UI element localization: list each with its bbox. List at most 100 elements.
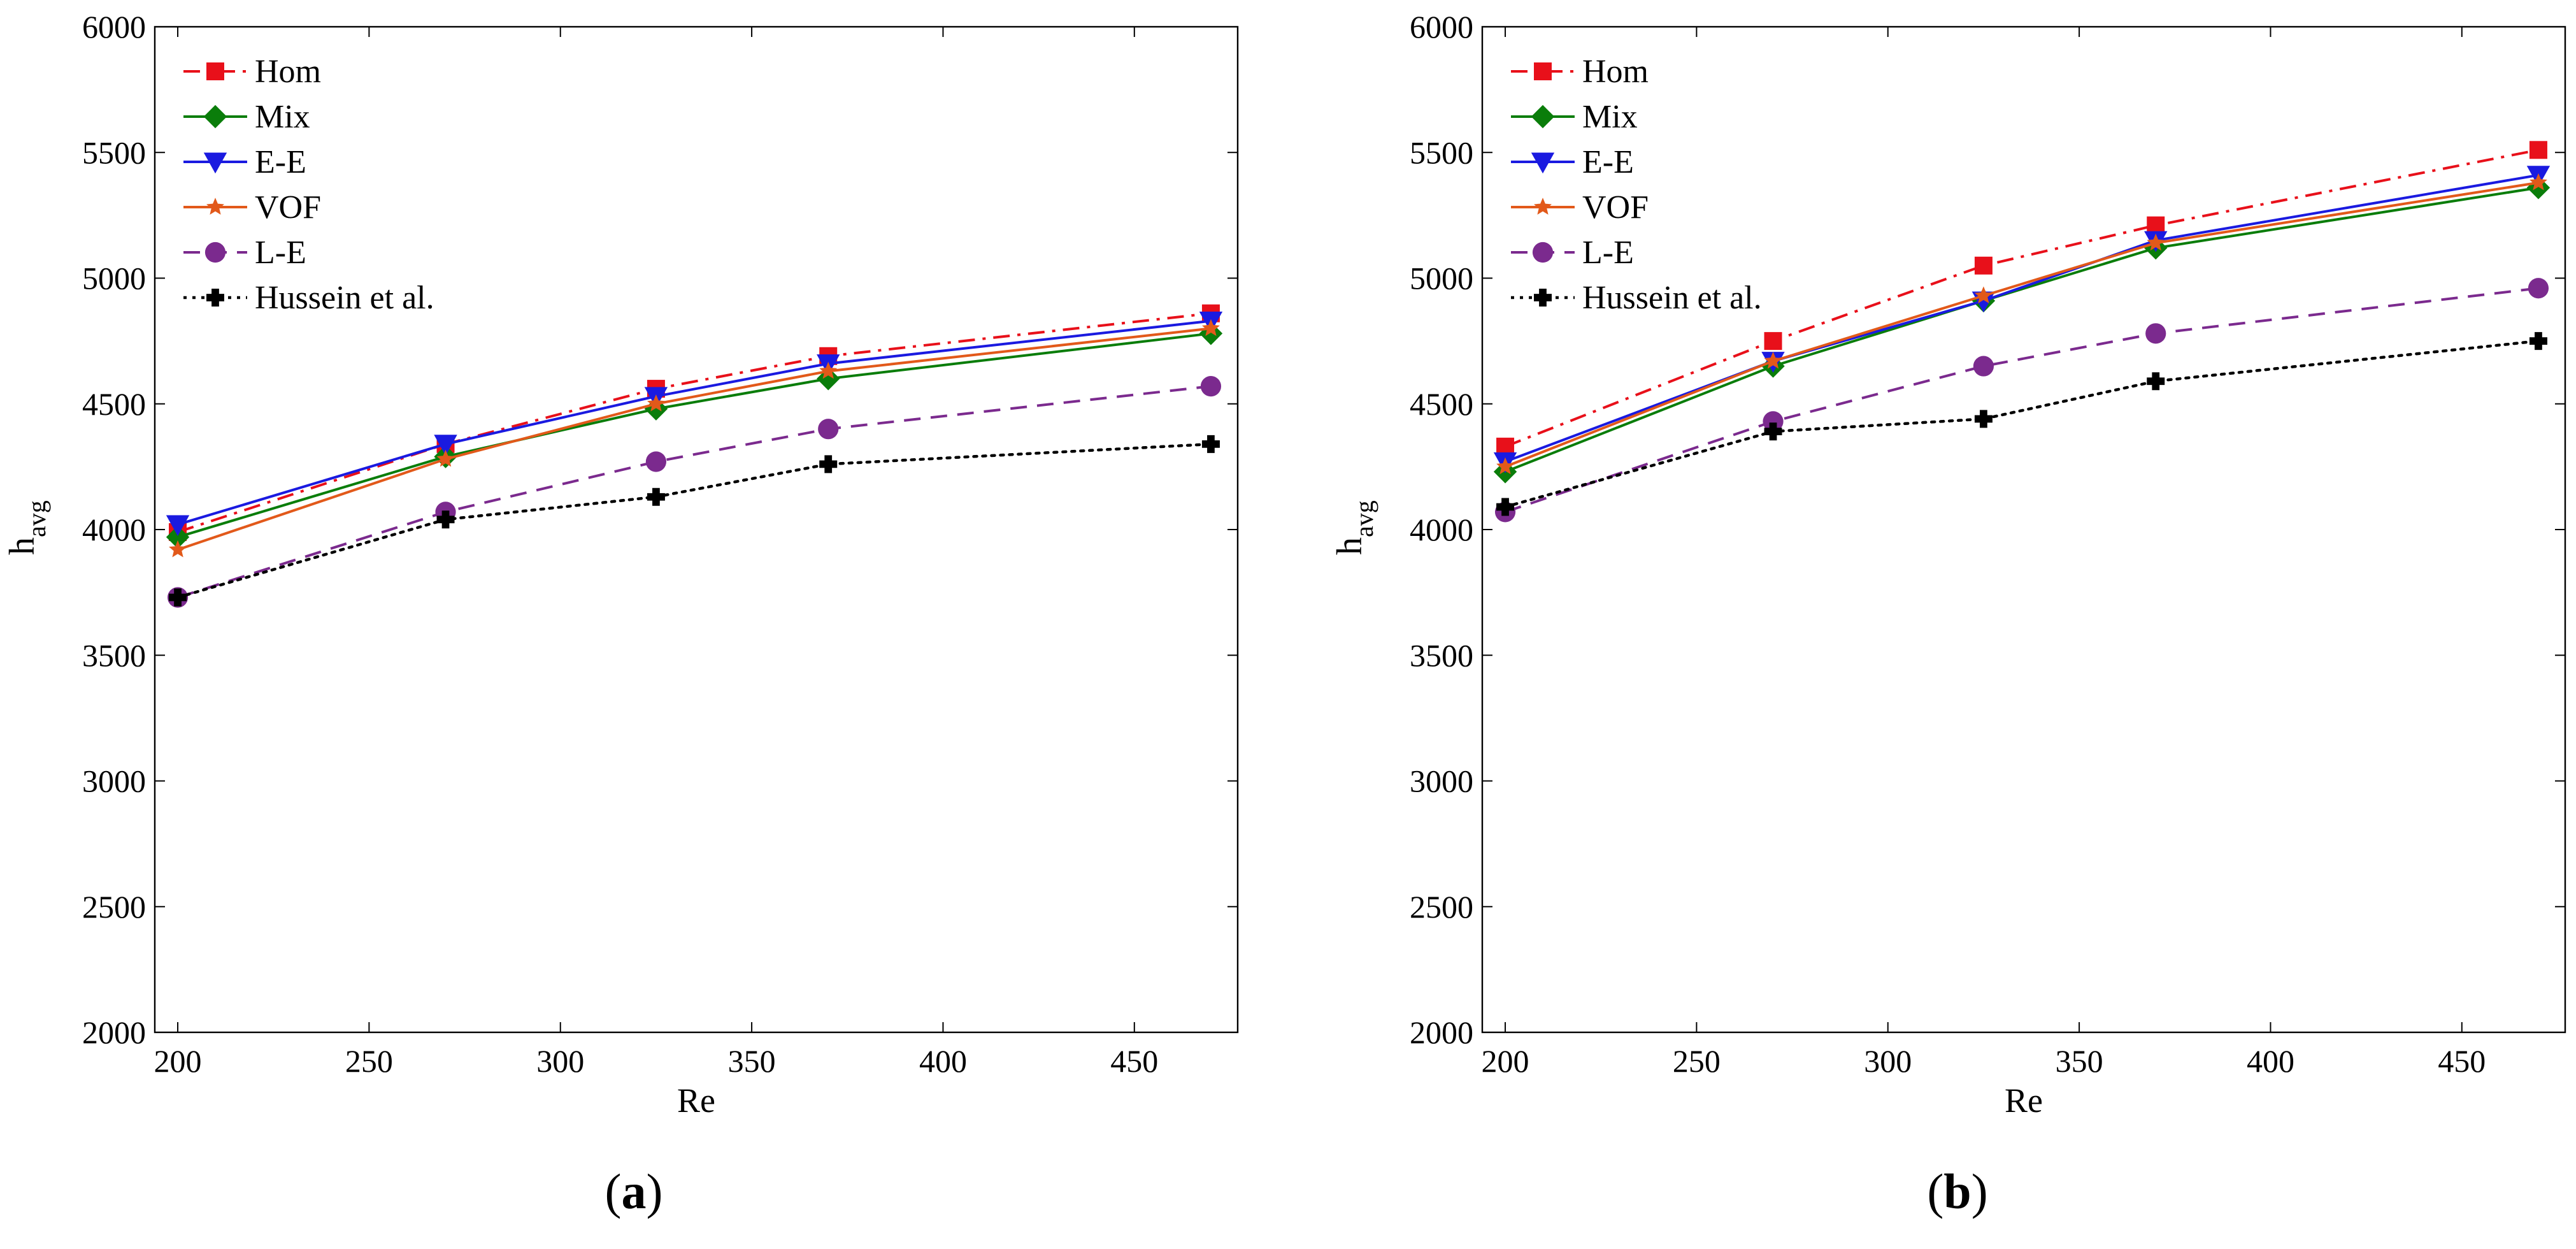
legend-marker-a-e-e xyxy=(203,152,227,174)
legend-marker-b-hom xyxy=(1534,62,1552,80)
y-tick-label-b-5000: 5000 xyxy=(1410,261,1473,296)
x-tick-label-a-250: 250 xyxy=(345,1043,393,1079)
y-axis-label-b: havg xyxy=(1330,500,1378,555)
data-point-b-vof-4 xyxy=(2529,173,2547,191)
y-axis-label-a: havg xyxy=(3,500,51,555)
data-point-b-l-e-1 xyxy=(1763,411,1784,432)
data-point-b-vof-3 xyxy=(2147,233,2165,251)
series-line-b-l-e xyxy=(1505,287,2539,514)
data-point-b-vof-0 xyxy=(1496,457,1514,475)
x-tick-label-b-250: 250 xyxy=(1673,1043,1721,1079)
y-tick-label-a-3500: 3500 xyxy=(82,637,146,673)
x-axis-label-b: Re xyxy=(2005,1081,2043,1120)
y-tick-label-b-3500: 3500 xyxy=(1410,637,1473,673)
y-tick-label-a-2000: 2000 xyxy=(82,1014,146,1050)
legend-label-b-hom: Hom xyxy=(1582,54,1649,90)
caption-a-letter: a xyxy=(621,1164,647,1219)
y-axis-label-main-b: h xyxy=(1330,537,1370,555)
legend-label-b-hussein-et-al: Hussein et al. xyxy=(1582,280,1762,316)
legend-marker-a-vof xyxy=(206,198,224,215)
data-point-b-hussein-et-al-4 xyxy=(2529,332,2547,350)
y-tick-label-a-5000: 5000 xyxy=(82,261,146,296)
data-point-a-hussein-et-al-3 xyxy=(819,455,838,473)
y-tick-label-b-2000: 2000 xyxy=(1410,1014,1473,1050)
data-point-a-vof-3 xyxy=(819,361,838,379)
y-tick-label-b-2500: 2500 xyxy=(1410,889,1473,925)
data-point-a-hussein-et-al-2 xyxy=(647,487,665,506)
x-tick-label-a-200: 200 xyxy=(154,1043,202,1079)
legend-marker-b-l-e xyxy=(1532,242,1554,263)
y-tick-label-b-3000: 3000 xyxy=(1410,763,1473,799)
data-point-b-vof-2 xyxy=(1974,286,1993,303)
legend-marker-a-hussein-et-al xyxy=(206,289,224,307)
data-point-a-mix-0 xyxy=(166,525,190,549)
y-tick-label-b-6000: 6000 xyxy=(1410,9,1473,45)
chart-panel-a: 200 250 300 350 400 450 2000 2500 3000 3500 4000 45… xyxy=(3,9,1239,1120)
legend-label-b-e-e: E-E xyxy=(1582,144,1634,180)
x-tick-label-b-300: 300 xyxy=(1864,1043,1912,1079)
legend-label-a-mix: Mix xyxy=(255,99,310,135)
x-tick-label-b-350: 350 xyxy=(2056,1043,2103,1079)
legend-label-b-mix: Mix xyxy=(1582,99,1638,135)
data-point-b-hom-4 xyxy=(2529,141,2547,159)
y-tick-label-a-3000: 3000 xyxy=(82,763,146,799)
y-tick-label-a-4500: 4500 xyxy=(82,386,146,422)
y-tick-label-b-5500: 5500 xyxy=(1410,134,1473,170)
data-point-a-l-e-3 xyxy=(818,419,839,440)
caption-a: (a) xyxy=(605,1164,663,1219)
legend-label-b-vof: VOF xyxy=(1582,189,1649,226)
data-point-a-hussein-et-al-0 xyxy=(169,588,187,607)
legend-marker-a-mix xyxy=(203,105,227,129)
legend-marker-b-vof xyxy=(1534,198,1552,215)
chart-panel-b: 200 250 300 350 400 450 2000 2500 3000 3500 4000 45… xyxy=(1330,9,2566,1120)
data-point-b-hussein-et-al-1 xyxy=(1764,422,1782,441)
data-point-a-hussein-et-al-4 xyxy=(1201,435,1220,453)
data-point-a-e-e-1 xyxy=(434,435,457,456)
y-tick-label-b-4500: 4500 xyxy=(1410,386,1473,422)
y-tick-label-b-4000: 4000 xyxy=(1410,512,1473,547)
data-point-b-hom-2 xyxy=(1974,256,1993,275)
plot-area-a xyxy=(154,25,1239,1034)
data-point-a-vof-2 xyxy=(647,394,665,412)
legend-marker-b-e-e xyxy=(1531,152,1555,174)
data-point-a-l-e-4 xyxy=(1200,376,1222,397)
x-tick-label-b-400: 400 xyxy=(2247,1043,2294,1079)
data-point-b-hussein-et-al-2 xyxy=(1974,410,1993,428)
data-point-b-l-e-2 xyxy=(1973,356,1994,377)
data-point-a-mix-3 xyxy=(817,367,840,391)
x-tick-label-b-450: 450 xyxy=(2438,1043,2486,1079)
x-tick-label-a-350: 350 xyxy=(728,1043,776,1079)
legend-label-b-l-e: L-E xyxy=(1582,235,1634,271)
y-axis-label-main-a: h xyxy=(3,537,42,555)
data-point-b-hussein-et-al-0 xyxy=(1496,498,1515,516)
caption-b-letter: b xyxy=(1943,1164,1971,1219)
legend-label-a-hussein-et-al: Hussein et al. xyxy=(255,280,434,316)
x-tick-label-a-450: 450 xyxy=(1110,1043,1158,1079)
data-point-b-hom-1 xyxy=(1764,332,1782,350)
data-point-b-hussein-et-al-3 xyxy=(2147,372,2165,391)
x-tick-label-a-400: 400 xyxy=(919,1043,967,1079)
data-point-a-l-e-2 xyxy=(645,451,667,472)
legend-marker-b-hussein-et-al xyxy=(1534,289,1552,307)
y-tick-label-a-2500: 2500 xyxy=(82,889,146,925)
y-tick-label-a-4000: 4000 xyxy=(82,512,146,547)
legend-label-a-e-e: E-E xyxy=(255,144,306,180)
data-point-a-vof-0 xyxy=(169,540,187,558)
legend-label-a-hom: Hom xyxy=(255,54,321,90)
y-axis-label-sub-b: avg xyxy=(1350,500,1378,537)
legend-label-a-l-e: L-E xyxy=(255,235,306,271)
plot-area-b xyxy=(1481,25,2566,1034)
x-axis-label-a: Re xyxy=(677,1081,715,1120)
data-point-b-vof-1 xyxy=(1764,352,1782,369)
data-point-a-vof-1 xyxy=(436,449,455,467)
y-tick-label-a-5500: 5500 xyxy=(82,134,146,170)
x-tick-label-b-200: 200 xyxy=(1482,1043,1529,1079)
data-point-b-l-e-3 xyxy=(2145,323,2166,344)
data-point-a-vof-4 xyxy=(1202,319,1220,336)
legend-marker-b-mix xyxy=(1531,105,1555,129)
legend-marker-a-l-e xyxy=(204,242,226,263)
data-point-a-e-e-0 xyxy=(166,515,190,537)
legend-marker-a-hom xyxy=(206,62,224,80)
y-axis-label-sub-a: avg xyxy=(22,500,51,537)
